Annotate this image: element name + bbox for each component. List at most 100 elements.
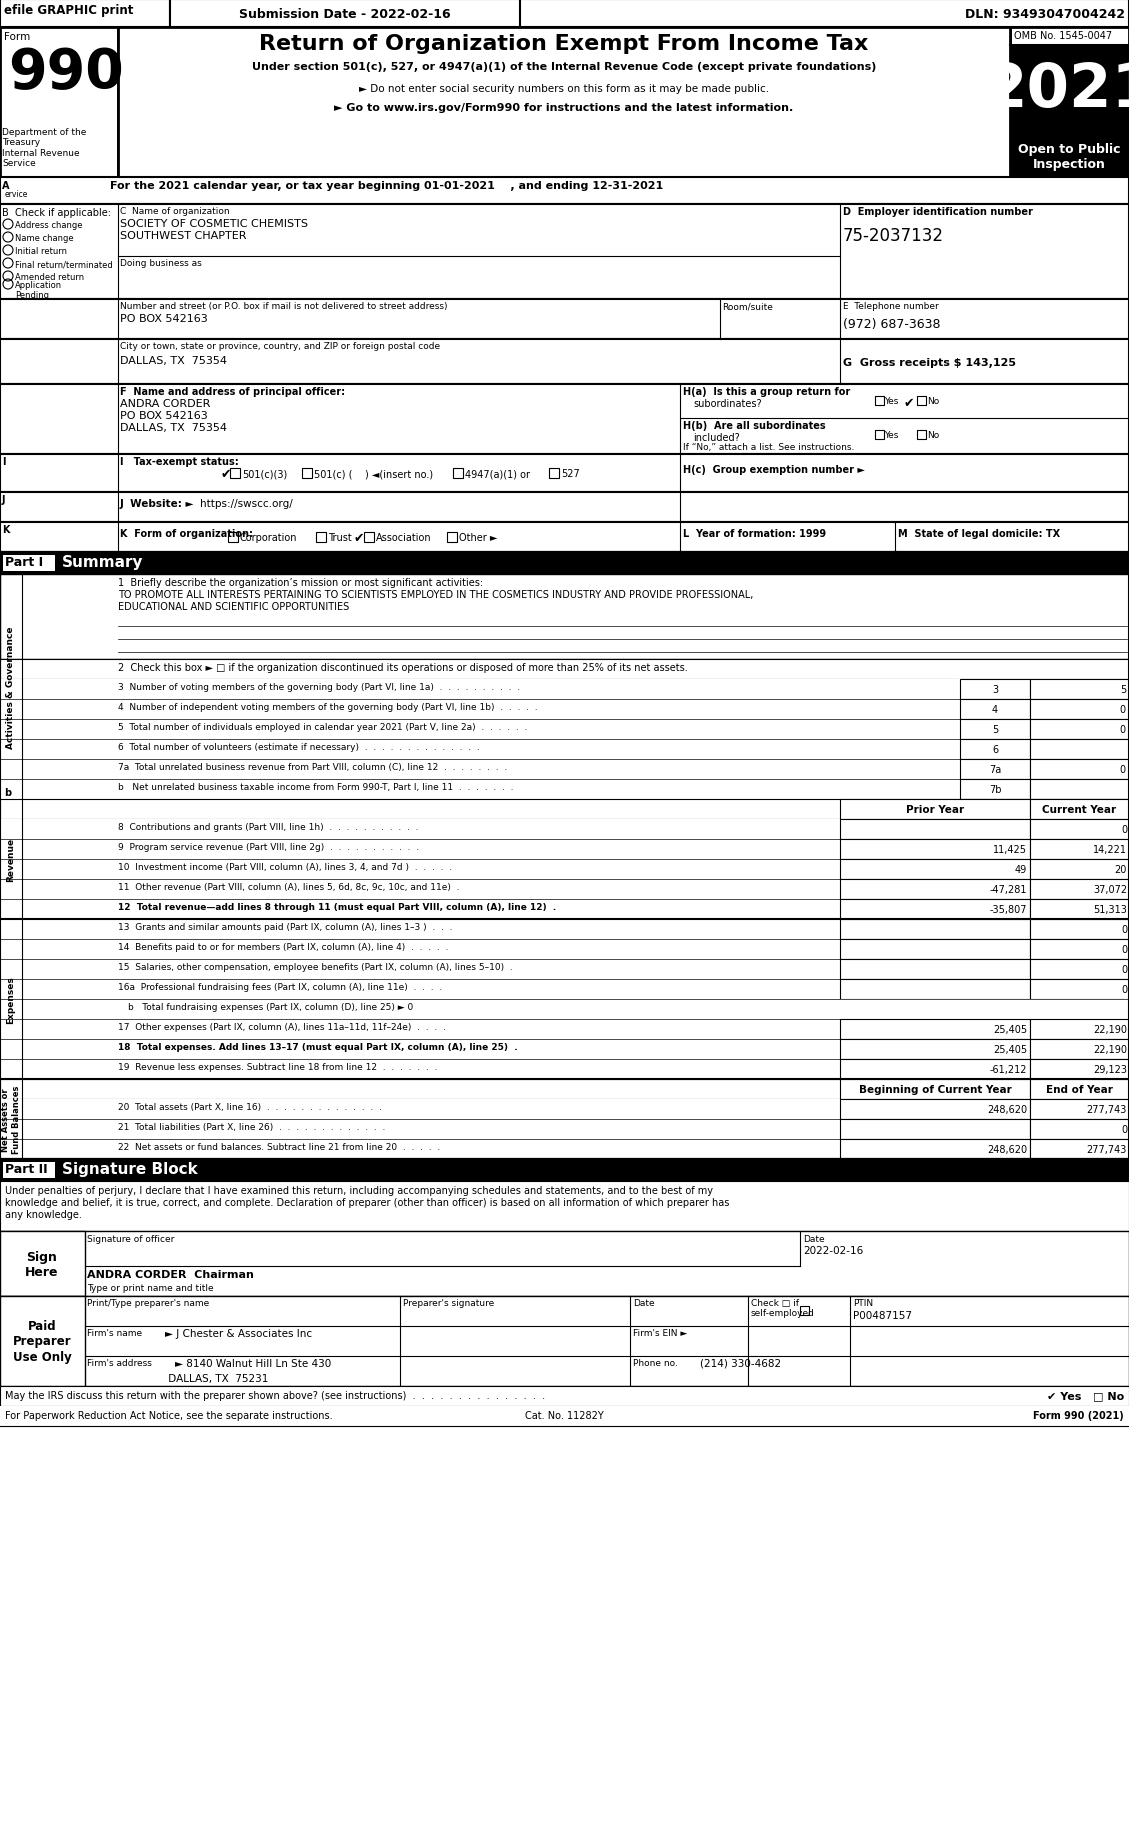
Text: Expenses: Expenses [7, 975, 16, 1023]
Text: Signature of officer: Signature of officer [87, 1233, 174, 1243]
Text: L  Year of formation: 1999: L Year of formation: 1999 [683, 529, 826, 538]
Text: ► Do not enter social security numbers on this form as it may be made public.: ► Do not enter social security numbers o… [359, 84, 769, 93]
Bar [0, 1080, 1129, 1100]
Text: 0: 0 [1121, 944, 1127, 955]
Text: Trust: Trust [329, 533, 352, 544]
Text: 501(c)(3): 501(c)(3) [242, 468, 287, 479]
Text: 0: 0 [1121, 924, 1127, 935]
Text: b   Total fundraising expenses (Part IX, column (D), line 25) ► 0: b Total fundraising expenses (Part IX, c… [128, 1003, 413, 1012]
Text: 277,743: 277,743 [1086, 1103, 1127, 1114]
Text: 21  Total liabilities (Part X, line 26)  .  .  .  .  .  .  .  .  .  .  .  .  .: 21 Total liabilities (Part X, line 26) .… [119, 1122, 385, 1131]
Text: Yes: Yes [884, 430, 899, 439]
Text: Net Assets or
Fund Balances: Net Assets or Fund Balances [1, 1085, 20, 1153]
Bar [0, 1182, 1129, 1232]
Text: 37,072: 37,072 [1093, 884, 1127, 895]
Text: City or town, state or province, country, and ZIP or foreign postal code: City or town, state or province, country… [120, 342, 440, 351]
Text: 19  Revenue less expenses. Subtract line 18 from line 12  .  .  .  .  .  .  .: 19 Revenue less expenses. Subtract line … [119, 1063, 437, 1071]
Text: DALLAS, TX  75231: DALLAS, TX 75231 [87, 1372, 269, 1383]
Bar [3, 1162, 55, 1179]
Text: 14  Benefits paid to or for members (Part IX, column (A), line 4)  .  .  .  .  .: 14 Benefits paid to or for members (Part… [119, 942, 448, 952]
Text: Prior Year: Prior Year [905, 805, 964, 814]
Text: Phone no.: Phone no. [633, 1358, 677, 1367]
Text: J: J [2, 494, 6, 505]
Text: Form 990 (2021): Form 990 (2021) [1033, 1411, 1124, 1420]
Text: Amended return: Amended return [15, 273, 85, 282]
Text: 13  Grants and similar amounts paid (Part IX, column (A), lines 1–3 )  .  .  .: 13 Grants and similar amounts paid (Part… [119, 922, 453, 931]
Text: 1  Briefly describe the organization’s mission or most significant activities:: 1 Briefly describe the organization’s mi… [119, 578, 483, 587]
Text: 25,405: 25,405 [992, 1025, 1027, 1034]
Text: EDUCATIONAL AND SCIENTIFIC OPPORTUNITIES: EDUCATIONAL AND SCIENTIFIC OPPORTUNITIES [119, 602, 349, 611]
Text: G  Gross receipts $ 143,125: G Gross receipts $ 143,125 [843, 359, 1016, 368]
Text: End of Year: End of Year [1045, 1085, 1112, 1094]
Bar [0, 719, 1129, 739]
Bar [0, 300, 1129, 340]
Text: 248,620: 248,620 [987, 1103, 1027, 1114]
Text: Under section 501(c), 527, or 4947(a)(1) of the Internal Revenue Code (except pr: Under section 501(c), 527, or 4947(a)(1)… [252, 62, 876, 71]
Bar [960, 759, 1030, 780]
Bar [960, 780, 1030, 800]
Text: 18  Total expenses. Add lines 13–17 (must equal Part IX, column (A), line 25)  .: 18 Total expenses. Add lines 13–17 (must… [119, 1043, 517, 1052]
Bar [0, 575, 1129, 659]
Bar [549, 468, 559, 479]
Bar [0, 1296, 1129, 1387]
Text: 2021: 2021 [984, 60, 1129, 119]
Text: Current Year: Current Year [1042, 805, 1117, 814]
Bar [0, 1019, 1129, 1039]
Text: ANDRA CORDER: ANDRA CORDER [120, 399, 210, 408]
Bar [1030, 739, 1129, 759]
Bar [840, 959, 1030, 979]
Bar [0, 492, 1129, 523]
Text: Number and street (or P.O. box if mail is not delivered to street address): Number and street (or P.O. box if mail i… [120, 302, 447, 311]
Bar [230, 468, 240, 479]
Text: Firm's name: Firm's name [87, 1329, 142, 1338]
Text: Paid
Preparer
Use Only: Paid Preparer Use Only [12, 1319, 71, 1363]
Text: 16a  Professional fundraising fees (Part IX, column (A), line 11e)  .  .  .  .: 16a Professional fundraising fees (Part … [119, 983, 443, 992]
Bar [840, 900, 1030, 919]
Bar [1030, 1039, 1129, 1060]
Bar [447, 533, 457, 544]
Bar [0, 27, 119, 178]
Bar [1030, 699, 1129, 719]
Text: Activities & Governance: Activities & Governance [7, 626, 16, 748]
Bar [0, 919, 1129, 939]
Bar [0, 1120, 1129, 1140]
Bar [1030, 820, 1129, 840]
Text: 8  Contributions and grants (Part VIII, line 1h)  .  .  .  .  .  .  .  .  .  .  : 8 Contributions and grants (Part VIII, l… [119, 822, 419, 831]
Bar [316, 533, 326, 544]
Bar [1030, 1140, 1129, 1160]
Bar [0, 759, 1129, 780]
Text: ✔: ✔ [904, 397, 914, 410]
Text: Print/Type preparer's name: Print/Type preparer's name [87, 1297, 209, 1307]
Text: Date: Date [633, 1297, 655, 1307]
Text: DALLAS, TX  75354: DALLAS, TX 75354 [120, 355, 227, 366]
Text: b   Net unrelated business taxable income from Form 990-T, Part I, line 11  .  .: b Net unrelated business taxable income … [119, 783, 514, 792]
Text: 7a  Total unrelated business revenue from Part VIII, column (C), line 12  .  .  : 7a Total unrelated business revenue from… [119, 763, 507, 772]
Text: ✔: ✔ [355, 533, 365, 545]
Text: 6: 6 [992, 745, 998, 754]
Text: 0: 0 [1121, 1124, 1127, 1135]
Text: Sign
Here: Sign Here [25, 1250, 59, 1277]
Text: 0: 0 [1121, 985, 1127, 994]
Text: 6  Total number of volunteers (estimate if necessary)  .  .  .  .  .  .  .  .  .: 6 Total number of volunteers (estimate i… [119, 743, 480, 752]
Text: ervice: ervice [5, 190, 28, 199]
Text: DLN: 93493047004242: DLN: 93493047004242 [965, 7, 1124, 20]
Bar [453, 468, 463, 479]
Text: https://swscc.org/: https://swscc.org/ [200, 500, 292, 509]
Text: M  State of legal domicile: TX: M State of legal domicile: TX [898, 529, 1060, 538]
Text: -35,807: -35,807 [989, 904, 1027, 915]
Text: Submission Date - 2022-02-16: Submission Date - 2022-02-16 [239, 7, 450, 20]
Text: efile GRAPHIC print: efile GRAPHIC print [5, 4, 133, 16]
Text: 2  Check this box ► □ if the organization discontinued its operations or dispose: 2 Check this box ► □ if the organization… [119, 662, 688, 673]
Bar [0, 999, 1129, 1019]
Text: Type or print name and title: Type or print name and title [87, 1283, 213, 1292]
Text: Part II: Part II [5, 1162, 47, 1175]
Text: ► 8140 Walnut Hill Ln Ste 430: ► 8140 Walnut Hill Ln Ste 430 [175, 1358, 331, 1369]
Text: Other ►: Other ► [460, 533, 498, 544]
Text: PTIN: PTIN [854, 1297, 873, 1307]
Text: 2022-02-16: 2022-02-16 [803, 1246, 864, 1255]
Text: Doing business as: Doing business as [120, 258, 202, 267]
Text: 51,313: 51,313 [1093, 904, 1127, 915]
Text: Part I: Part I [5, 556, 43, 569]
Text: ✔: ✔ [221, 468, 231, 481]
Text: E  Telephone number: E Telephone number [843, 302, 938, 311]
